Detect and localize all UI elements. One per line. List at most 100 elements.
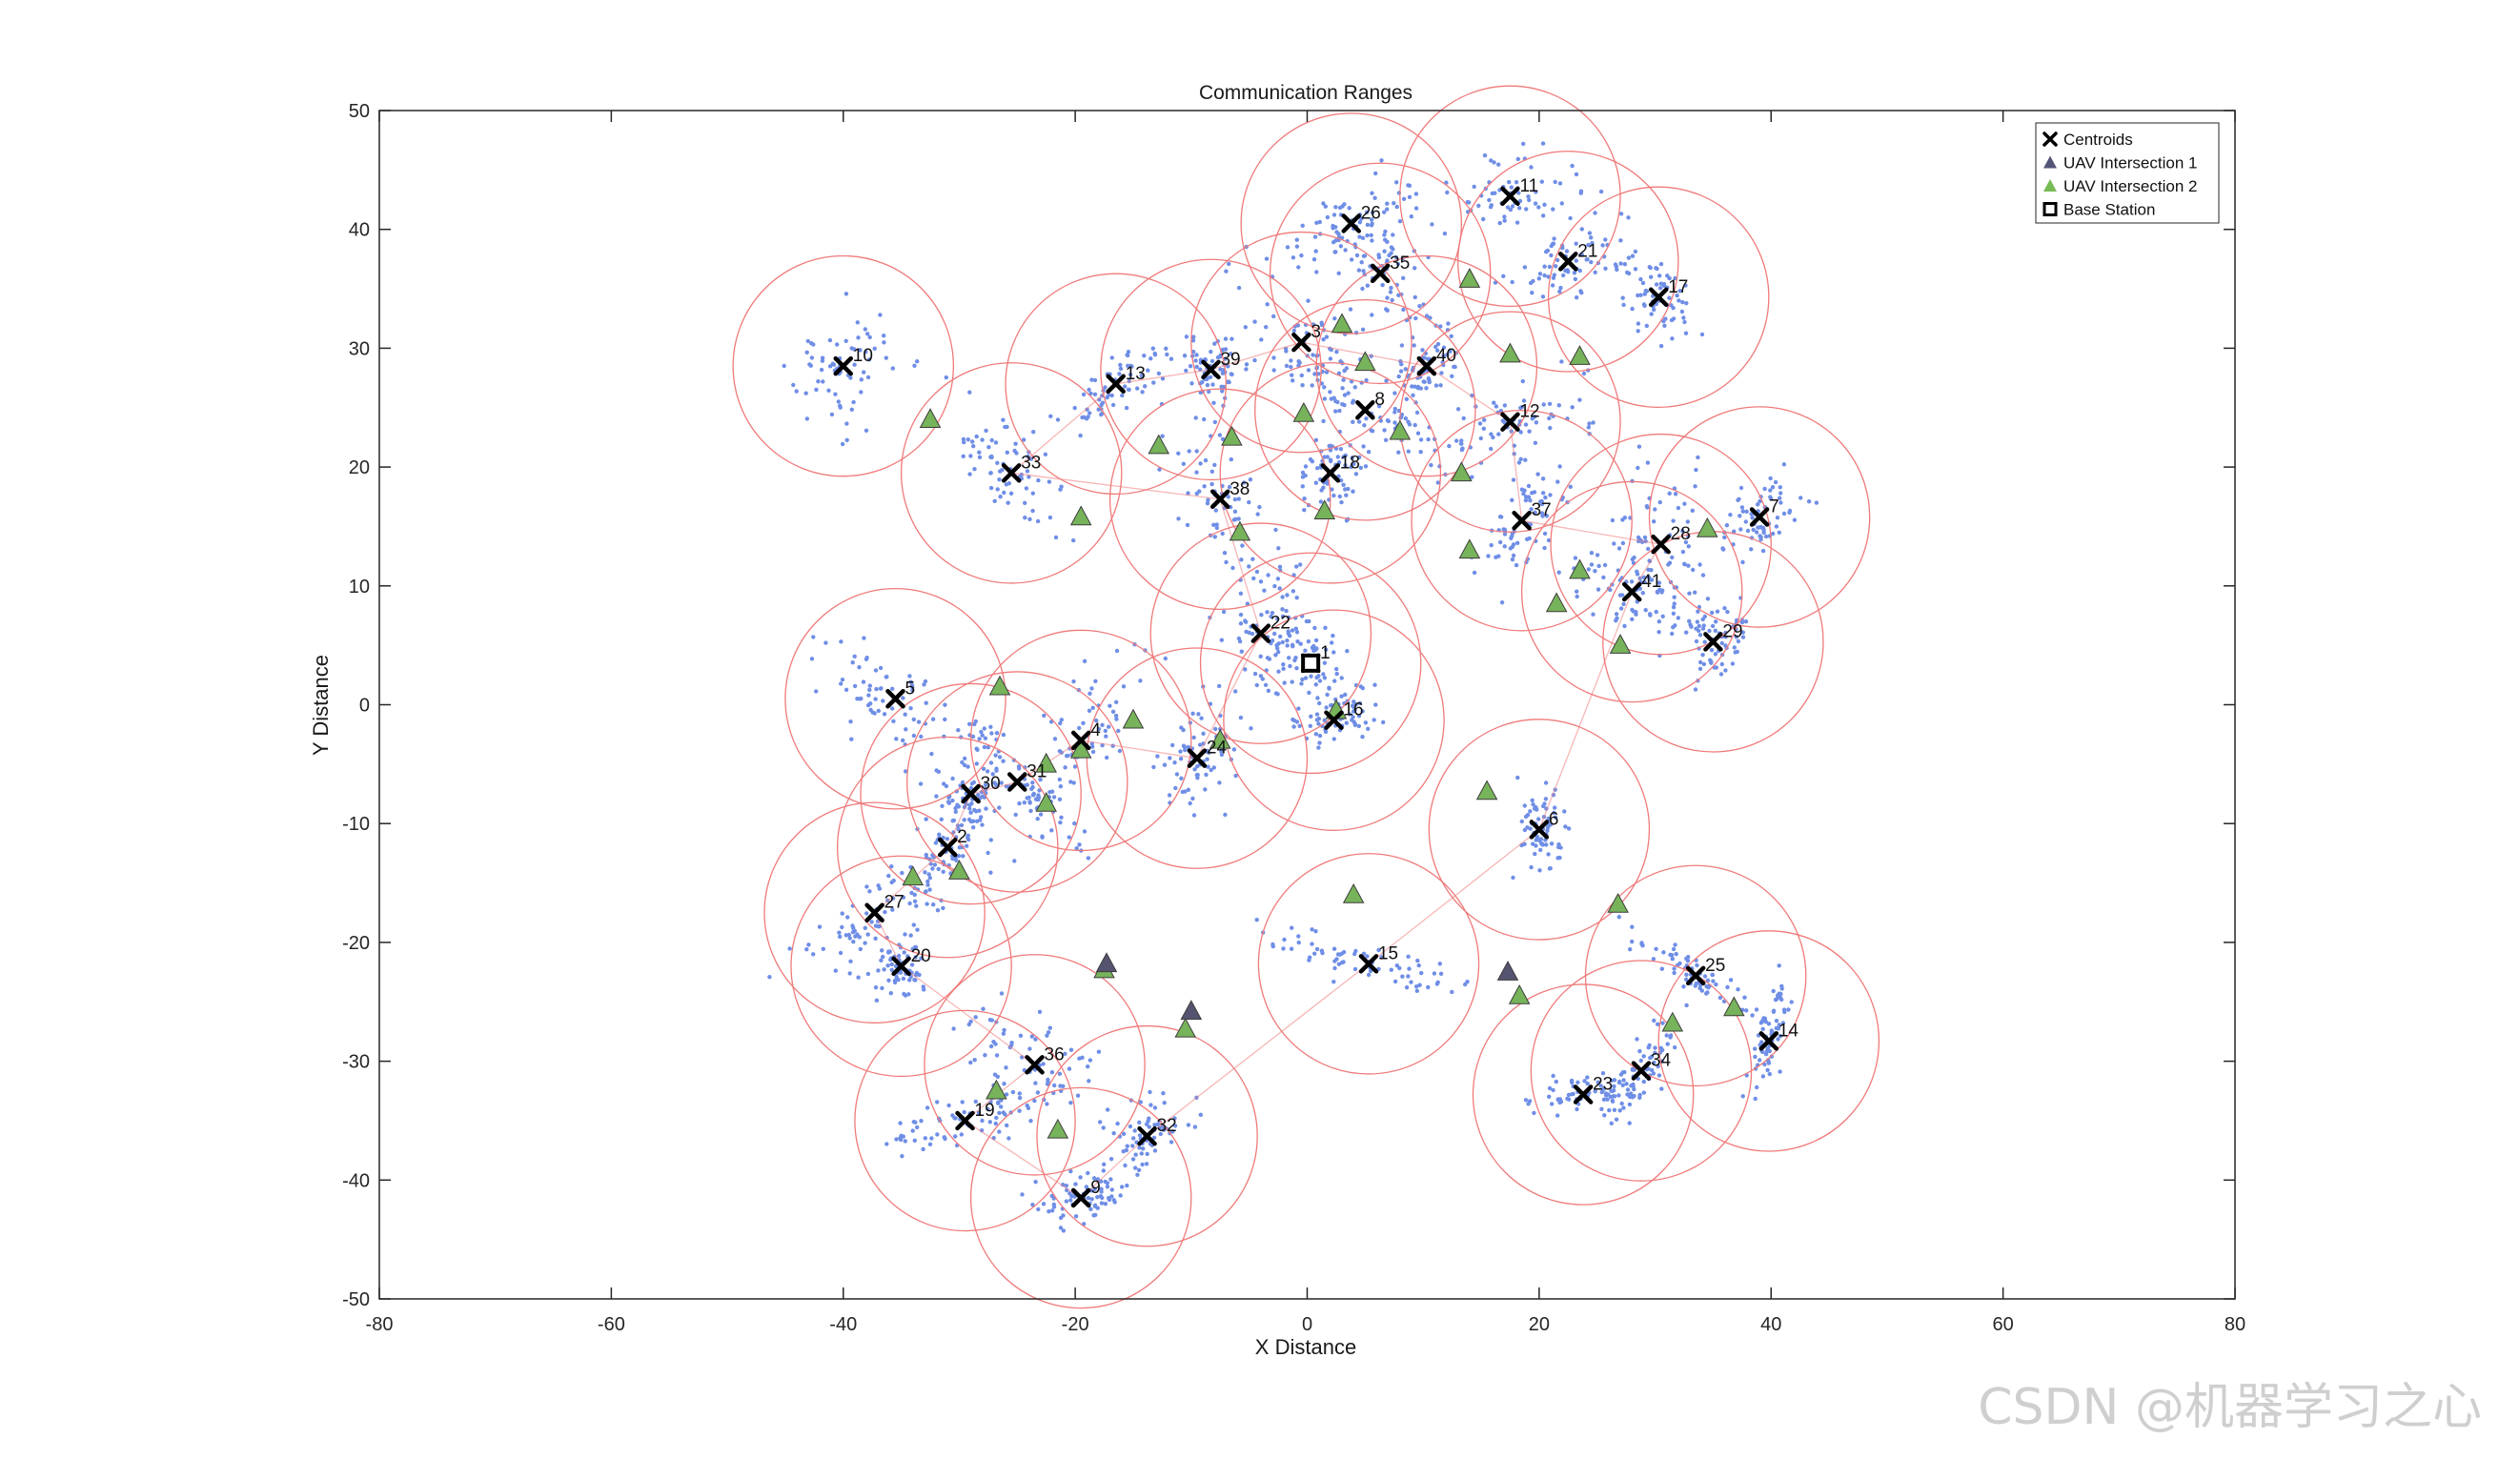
- data-point: [1511, 875, 1515, 881]
- data-point: [1758, 498, 1762, 504]
- data-point: [999, 1104, 1004, 1109]
- data-point: [1285, 593, 1290, 598]
- data-point: [1649, 568, 1654, 573]
- centroid-marker: [1070, 730, 1091, 751]
- data-point: [1641, 1090, 1647, 1095]
- data-point: [1543, 797, 1549, 801]
- data-point: [1389, 251, 1393, 255]
- data-point: [1681, 984, 1686, 989]
- centroid-marker: [1749, 507, 1770, 527]
- data-point: [919, 734, 924, 740]
- data-point: [1410, 384, 1414, 389]
- range-circle: [1520, 480, 1743, 703]
- data-point: [1068, 1198, 1073, 1203]
- data-point: [1339, 951, 1345, 956]
- data-point: [811, 635, 816, 639]
- data-point: [1088, 1206, 1093, 1212]
- data-point: [1315, 696, 1320, 700]
- data-point: [1636, 465, 1640, 471]
- range-circle: [1190, 231, 1412, 454]
- data-point: [865, 332, 870, 336]
- centroid-marker: [1573, 1084, 1594, 1104]
- data-point: [1642, 579, 1647, 585]
- data-point: [1660, 614, 1665, 618]
- data-point: [1335, 455, 1341, 459]
- data-point: [1343, 463, 1348, 468]
- data-point: [1002, 1027, 1006, 1033]
- data-point: [1591, 420, 1595, 425]
- y-tick-label: 20: [349, 457, 370, 478]
- data-point: [1519, 487, 1525, 492]
- data-point: [1226, 379, 1231, 384]
- data-point: [919, 956, 924, 961]
- data-point: [889, 967, 894, 972]
- data-point: [852, 928, 857, 933]
- data-point: [907, 901, 912, 906]
- data-point: [961, 454, 965, 458]
- data-point: [1742, 995, 1747, 1000]
- centroid-label: 40: [1436, 346, 1456, 366]
- data-point: [1527, 197, 1532, 203]
- centroid-marker: [1070, 1187, 1091, 1208]
- centroid-marker: [955, 1110, 975, 1131]
- range-circle: [763, 801, 986, 1023]
- range-circle: [1411, 409, 1633, 632]
- data-point: [859, 377, 864, 382]
- range-circle: [1108, 388, 1331, 611]
- data-point: [1385, 207, 1390, 212]
- data-point: [1497, 220, 1502, 226]
- data-point: [1173, 785, 1178, 791]
- data-point: [1761, 528, 1766, 533]
- data-point: [1357, 220, 1363, 225]
- data-point: [1394, 204, 1399, 210]
- data-point: [1073, 1214, 1079, 1219]
- data-point: [1745, 528, 1751, 534]
- data-point: [1428, 315, 1433, 320]
- data-point: [943, 717, 947, 722]
- data-point: [939, 817, 944, 821]
- data-point: [1549, 253, 1554, 258]
- data-point: [1754, 1007, 1759, 1012]
- data-point: [1534, 420, 1539, 425]
- data-point: [1618, 261, 1623, 266]
- data-point: [1413, 206, 1419, 211]
- data-point: [1343, 453, 1349, 458]
- data-point: [864, 428, 869, 433]
- data-point: [967, 721, 972, 726]
- data-point: [1558, 285, 1563, 291]
- data-point: [1640, 280, 1646, 286]
- data-point: [1758, 1058, 1762, 1063]
- data-point: [1020, 1192, 1025, 1197]
- data-point: [1101, 1125, 1106, 1130]
- data-point: [1017, 800, 1022, 806]
- data-point: [1651, 1071, 1656, 1076]
- data-point: [1274, 642, 1279, 648]
- data-point: [1330, 640, 1334, 645]
- data-point: [1633, 267, 1638, 272]
- centroid-label: 8: [1374, 390, 1385, 410]
- centroid-label: 32: [1157, 1116, 1177, 1136]
- data-point: [1319, 488, 1324, 493]
- data-point: [925, 879, 930, 884]
- data-point: [1585, 256, 1590, 262]
- data-point: [1323, 204, 1329, 209]
- data-point: [1323, 729, 1329, 735]
- range-circle: [1530, 960, 1753, 1182]
- uav-intersection-2-marker: [948, 860, 970, 880]
- data-point: [852, 654, 857, 659]
- data-point: [995, 487, 1000, 492]
- data-point: [1653, 507, 1657, 512]
- data-point: [1040, 835, 1045, 840]
- data-point: [1435, 980, 1440, 985]
- data-point: [1566, 826, 1572, 831]
- data-point: [982, 744, 987, 750]
- data-point: [1448, 349, 1453, 354]
- data-point: [1382, 249, 1387, 253]
- data-point: [807, 362, 812, 367]
- data-point: [1258, 579, 1264, 584]
- data-point: [1351, 699, 1356, 704]
- data-point: [1219, 384, 1224, 389]
- data-point: [1366, 972, 1372, 978]
- data-point: [1657, 274, 1662, 278]
- data-point: [941, 869, 945, 874]
